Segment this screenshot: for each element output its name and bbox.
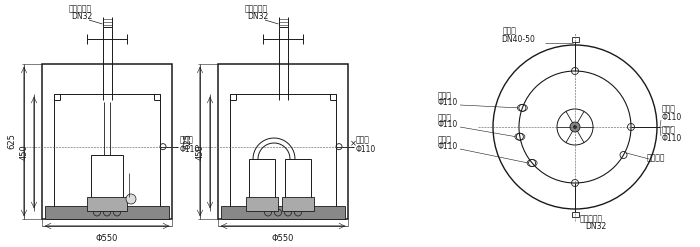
Text: ×: ×	[350, 140, 357, 149]
Text: DN40-50: DN40-50	[501, 35, 535, 44]
Text: Φ110: Φ110	[438, 98, 458, 107]
Text: 进水口: 进水口	[438, 135, 452, 144]
Bar	[45, 206, 169, 219]
Text: 进水口: 进水口	[356, 136, 370, 145]
Bar	[571, 212, 578, 217]
Text: Φ550: Φ550	[96, 234, 118, 243]
Text: DN32: DN32	[71, 12, 92, 21]
Bar	[91, 155, 123, 203]
Circle shape	[570, 122, 580, 132]
Bar	[246, 197, 278, 211]
Bar	[282, 197, 314, 211]
Text: DN32: DN32	[585, 222, 606, 231]
Bar	[249, 159, 275, 203]
Text: Φ110: Φ110	[662, 134, 682, 143]
Text: 450: 450	[20, 145, 29, 160]
Text: Φ110: Φ110	[180, 145, 200, 154]
Text: 压力排水口: 压力排水口	[245, 4, 268, 13]
Text: 450: 450	[195, 145, 204, 160]
Text: Φ110: Φ110	[438, 120, 458, 129]
Text: Φ110: Φ110	[356, 145, 377, 154]
Circle shape	[573, 125, 577, 128]
Bar	[218, 64, 348, 219]
Bar	[285, 159, 311, 203]
Text: 进水口: 进水口	[662, 104, 676, 113]
Circle shape	[126, 194, 136, 204]
Text: 进水口: 进水口	[180, 136, 194, 145]
Text: 625: 625	[8, 134, 17, 149]
Bar	[221, 206, 345, 219]
Text: 进水口: 进水口	[662, 125, 676, 134]
Bar	[87, 197, 127, 211]
Text: Φ110: Φ110	[438, 142, 458, 151]
Bar	[42, 64, 172, 219]
Bar	[571, 37, 578, 42]
Bar	[54, 94, 160, 211]
Text: 进水口: 进水口	[438, 113, 452, 122]
Text: Φ550: Φ550	[272, 234, 294, 243]
Text: 进水口: 进水口	[438, 91, 452, 100]
Text: 625: 625	[183, 134, 192, 149]
Text: DN32: DN32	[247, 12, 268, 21]
Text: Φ110: Φ110	[662, 113, 682, 122]
Bar	[230, 94, 336, 211]
Text: 通气口: 通气口	[503, 26, 517, 35]
Text: 压力排水口: 压力排水口	[580, 214, 603, 223]
Text: 电缆出口: 电缆出口	[647, 153, 666, 162]
Text: 压力排水口: 压力排水口	[69, 4, 92, 13]
